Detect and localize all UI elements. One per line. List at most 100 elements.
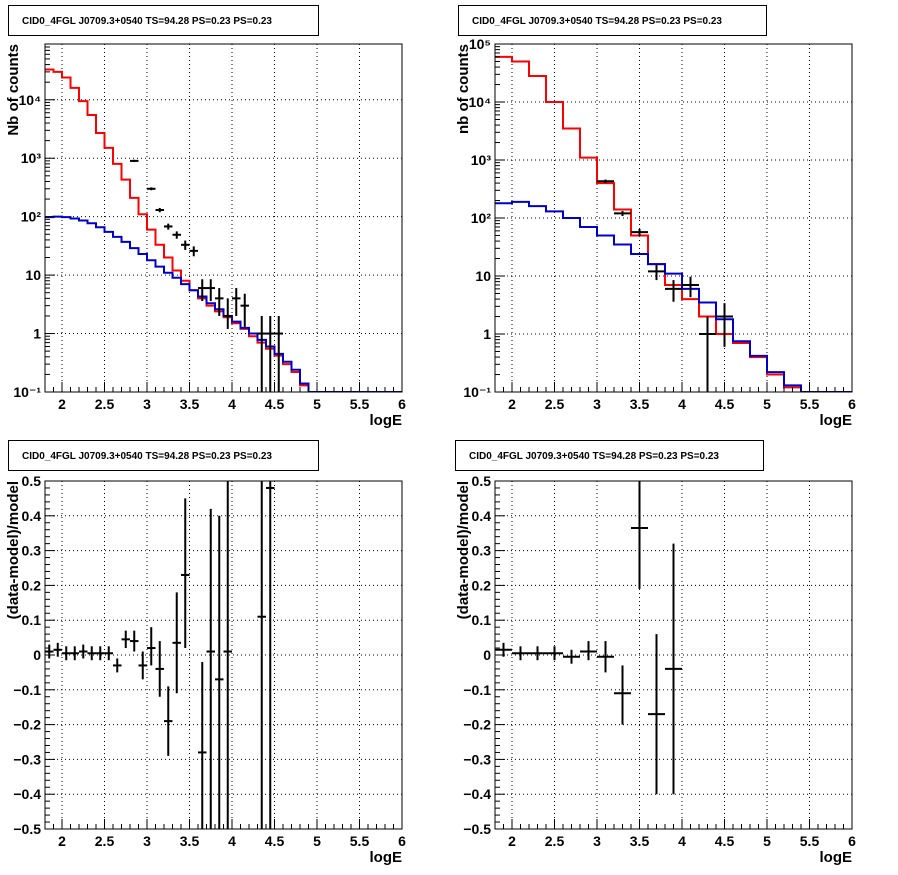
y-tick-label: 0.5 — [22, 473, 42, 489]
data-point — [181, 498, 190, 649]
y-tick-label: 10⁻¹ — [13, 384, 41, 400]
y-tick-label: −0.2 — [13, 717, 41, 733]
x-tick-label: 4 — [228, 396, 236, 412]
y-tick-label: −0.1 — [13, 682, 41, 698]
data-point — [198, 279, 207, 302]
data-point — [206, 279, 215, 302]
y-tick-label: 1 — [483, 326, 491, 342]
data-point — [198, 661, 207, 829]
data-point — [546, 646, 563, 661]
x-tick-label: 3.5 — [630, 396, 650, 412]
data-point — [147, 627, 156, 666]
x-tick-label: 3.5 — [180, 396, 200, 412]
y-tick-label: 0.1 — [472, 612, 492, 628]
data-point — [223, 298, 232, 329]
total-model-line — [45, 68, 402, 392]
x-tick-label: 3.5 — [180, 833, 200, 849]
x-tick-label: 4.5 — [265, 396, 285, 412]
data-point — [206, 508, 215, 829]
data-point — [529, 646, 546, 661]
y-tick-label: 0.1 — [22, 612, 42, 628]
data-point — [53, 642, 62, 657]
y-tick-label: 10⁻¹ — [463, 384, 491, 400]
x-tick-label: 5 — [313, 833, 321, 849]
y-tick-label: 0.2 — [22, 577, 42, 593]
data-point — [87, 646, 96, 661]
data-point — [172, 592, 181, 694]
x-tick-label: 4 — [228, 833, 236, 849]
data-point — [121, 630, 130, 649]
data-point — [96, 646, 105, 661]
chart-panel-4: CID0_4FGL J0709.3+0540 TS=94.28 PS=0.23 … — [455, 440, 856, 866]
x-tick-label: 5 — [313, 396, 321, 412]
data-point — [665, 543, 682, 795]
data-point — [232, 288, 241, 316]
title-box — [8, 5, 319, 36]
y-tick-label: 0.4 — [22, 508, 42, 524]
y-axis: −0.5 −0.4 −0.3 −0.2 −0.1 0 0.1 0.2 0.3 0.4 0.5 — [463, 473, 505, 837]
data-point — [648, 634, 665, 795]
data-point — [138, 651, 147, 680]
data-point — [665, 280, 682, 302]
x-tick-label: 2.5 — [545, 833, 565, 849]
title-box — [8, 440, 319, 471]
y-tick-label: 10 — [475, 268, 491, 284]
y-tick-label: −0.5 — [463, 821, 491, 837]
data-point — [631, 228, 648, 236]
x-axis-label: logE — [820, 849, 853, 866]
y-axis: −0.5 −0.4 −0.3 −0.2 −0.1 0 0.1 0.2 0.3 0.4 0.5 — [13, 473, 55, 837]
y-tick-label: 0 — [33, 647, 41, 663]
chart-title: CID0_4FGL J0709.3+0540 TS=94.28 PS=0.23 … — [22, 451, 272, 462]
data-point — [181, 240, 190, 250]
y-tick-label: 10⁵ — [469, 36, 491, 52]
y-tick-label: −0.4 — [13, 786, 41, 802]
data-point — [495, 642, 512, 657]
grid — [45, 481, 402, 829]
data-point — [266, 481, 275, 829]
x-tick-label: 4.5 — [715, 833, 735, 849]
background-model-line — [45, 215, 402, 392]
y-tick-label: 0.3 — [472, 543, 492, 559]
y-tick-label: 10 — [25, 267, 41, 283]
data-point — [682, 276, 699, 298]
x-tick-label: 3 — [593, 833, 601, 849]
x-tick-label: 5.5 — [350, 396, 370, 412]
plot-frame — [44, 480, 403, 830]
y-axis-label: (data-model)/model — [5, 481, 22, 619]
data-point — [155, 207, 164, 213]
title-box — [455, 440, 764, 471]
x-tick-label: 4.5 — [265, 833, 285, 849]
data-point — [172, 231, 181, 239]
data-point — [614, 665, 631, 725]
x-tick-label: 3 — [143, 833, 151, 849]
x-tick-label: 2 — [508, 396, 516, 412]
chart-panel-2: CID0_4FGL J0709.3+0540 TS=94.28 PS=0.23 … — [455, 5, 856, 429]
x-tick-label: 4 — [678, 833, 686, 849]
x-tick-label: 6 — [398, 833, 406, 849]
chart-title: CID0_4FGL J0709.3+0540 TS=94.28 PS=0.23 … — [22, 16, 272, 27]
data-point — [104, 646, 113, 661]
grid — [495, 44, 852, 392]
chart-panel-3: CID0_4FGL J0709.3+0540 TS=94.28 PS=0.23 … — [5, 440, 406, 866]
x-tick-label: 3 — [143, 396, 151, 412]
title-box — [458, 5, 767, 36]
x-tick-label: 5.5 — [800, 396, 820, 412]
x-axis: 2 2.5 3 3.5 4 4.5 5 5.5 6 — [494, 382, 856, 412]
chart-title: CID0_4FGL J0709.3+0540 TS=94.28 PS=0.23 … — [469, 451, 719, 462]
y-tick-label: 0.2 — [472, 577, 492, 593]
y-tick-label: 10² — [471, 210, 492, 226]
data-point — [79, 644, 88, 659]
x-tick-label: 6 — [848, 396, 856, 412]
y-tick-label: 0.4 — [472, 508, 492, 524]
data-point — [215, 515, 224, 829]
y-tick-label: −0.2 — [463, 717, 491, 733]
x-axis-label: logE — [370, 412, 403, 429]
data-point — [130, 159, 139, 163]
data-point — [147, 187, 156, 191]
data-point — [563, 649, 580, 664]
plot-area — [45, 68, 402, 392]
x-tick-label: 3.5 — [630, 833, 650, 849]
data-point — [164, 686, 173, 756]
x-tick-label: 4.5 — [715, 396, 735, 412]
